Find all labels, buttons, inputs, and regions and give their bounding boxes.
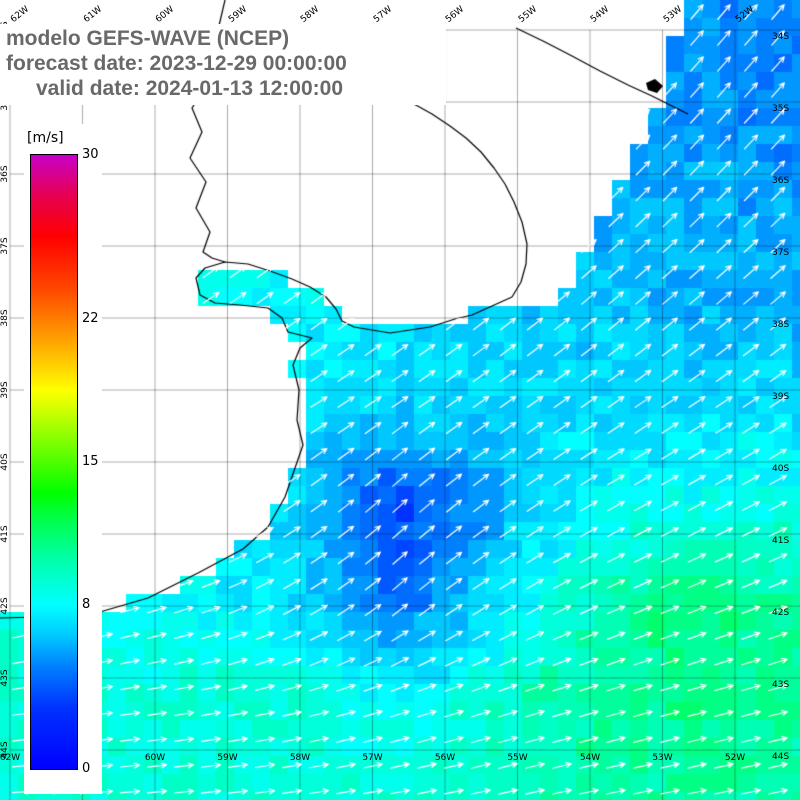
- colorbar: [m/s] 30 22 15 8 0: [24, 124, 102, 794]
- forecast-date: forecast date: 2023-12-29 00:00:00: [6, 52, 347, 75]
- colorbar-gradient: [30, 154, 78, 770]
- colorbar-tick-8: 8: [82, 597, 91, 613]
- header-box: modelo GEFS-WAVE (NCEP) forecast date: 2…: [0, 24, 446, 105]
- valid-date: valid date: 2024-01-13 12:00:00: [36, 77, 344, 100]
- colorbar-units-label: [m/s]: [27, 130, 64, 146]
- colorbar-tick-22: 22: [82, 310, 99, 326]
- colorbar-tick-0: 0: [82, 761, 91, 776]
- model-title: modelo GEFS-WAVE (NCEP): [6, 27, 290, 50]
- colorbar-tick-30: 30: [82, 147, 99, 162]
- colorbar-tick-15: 15: [82, 454, 99, 469]
